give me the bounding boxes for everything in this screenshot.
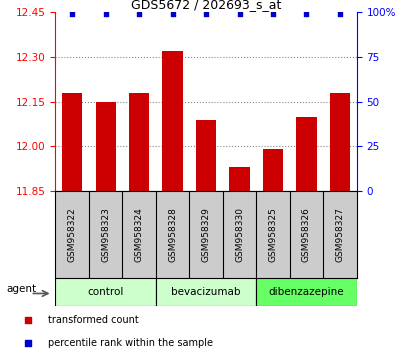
- Text: dibenzazepine: dibenzazepine: [268, 287, 344, 297]
- Point: [169, 11, 175, 17]
- Text: GSM958324: GSM958324: [134, 207, 143, 262]
- Text: GSM958325: GSM958325: [268, 207, 277, 262]
- Text: control: control: [87, 287, 124, 297]
- Point: [352, 223, 358, 229]
- Bar: [196, 120, 216, 191]
- Bar: [262, 149, 282, 191]
- Bar: [256, 278, 356, 306]
- Text: GSM958327: GSM958327: [335, 207, 344, 262]
- Point: [336, 11, 342, 17]
- Bar: [296, 117, 316, 191]
- Point: [236, 11, 242, 17]
- Bar: [55, 278, 155, 306]
- Text: percentile rank within the sample: percentile rank within the sample: [48, 337, 213, 348]
- Bar: [62, 93, 82, 191]
- Point: [69, 11, 75, 17]
- Point: [302, 11, 309, 17]
- Bar: [162, 51, 182, 191]
- Point: [102, 11, 109, 17]
- Point: [269, 11, 276, 17]
- Text: GSM958329: GSM958329: [201, 207, 210, 262]
- Text: GSM958323: GSM958323: [101, 207, 110, 262]
- Bar: [129, 93, 149, 191]
- Bar: [95, 102, 115, 191]
- Text: GSM958322: GSM958322: [67, 207, 76, 262]
- Title: GDS5672 / 202693_s_at: GDS5672 / 202693_s_at: [130, 0, 281, 11]
- Text: GSM958330: GSM958330: [234, 207, 243, 262]
- Text: agent: agent: [7, 284, 37, 294]
- Text: GSM958328: GSM958328: [168, 207, 177, 262]
- Text: bevacizumab: bevacizumab: [171, 287, 240, 297]
- Bar: [229, 167, 249, 191]
- Point: [202, 11, 209, 17]
- Text: GSM958326: GSM958326: [301, 207, 310, 262]
- Bar: [155, 278, 256, 306]
- Bar: [329, 93, 349, 191]
- Point: [135, 11, 142, 17]
- Text: transformed count: transformed count: [48, 315, 139, 325]
- Point: [352, 15, 358, 20]
